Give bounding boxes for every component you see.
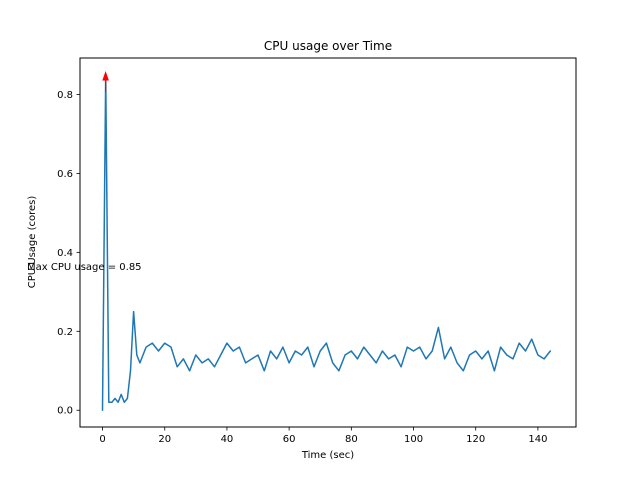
y-tick-label: 0.0 <box>57 406 73 417</box>
x-tick-label: 0 <box>99 434 105 445</box>
y-axis-label: CPU Usage (cores) <box>27 196 38 289</box>
x-tick-label: 60 <box>283 434 296 445</box>
axis-ticks: 0 20 40 60 80 100 120 140 0.0 0.2 0.4 0.6 0.8 <box>57 90 547 445</box>
annotation-text: Max CPU usage = 0.85 <box>27 262 142 273</box>
x-tick-label: 20 <box>158 434 171 445</box>
y-tick-label: 0.4 <box>57 248 73 259</box>
x-tick-label: 100 <box>404 434 423 445</box>
annotation-arrow <box>102 71 109 92</box>
series-group <box>101 74 552 411</box>
cpu-usage-line <box>101 74 552 411</box>
x-axis-label: Time (sec) <box>301 450 354 461</box>
plot-frame <box>79 57 577 428</box>
x-tick-label: 140 <box>528 434 547 445</box>
y-tick-label: 0.6 <box>57 169 73 180</box>
annotation-arrow-head <box>102 71 109 81</box>
x-tick-label: 80 <box>345 434 358 445</box>
y-tick-label: 0.8 <box>57 90 73 101</box>
chart-title: CPU usage over Time <box>264 39 392 53</box>
x-tick-label: 40 <box>221 434 234 445</box>
y-tick-label: 0.2 <box>57 327 73 338</box>
x-tick-label: 120 <box>466 434 485 445</box>
